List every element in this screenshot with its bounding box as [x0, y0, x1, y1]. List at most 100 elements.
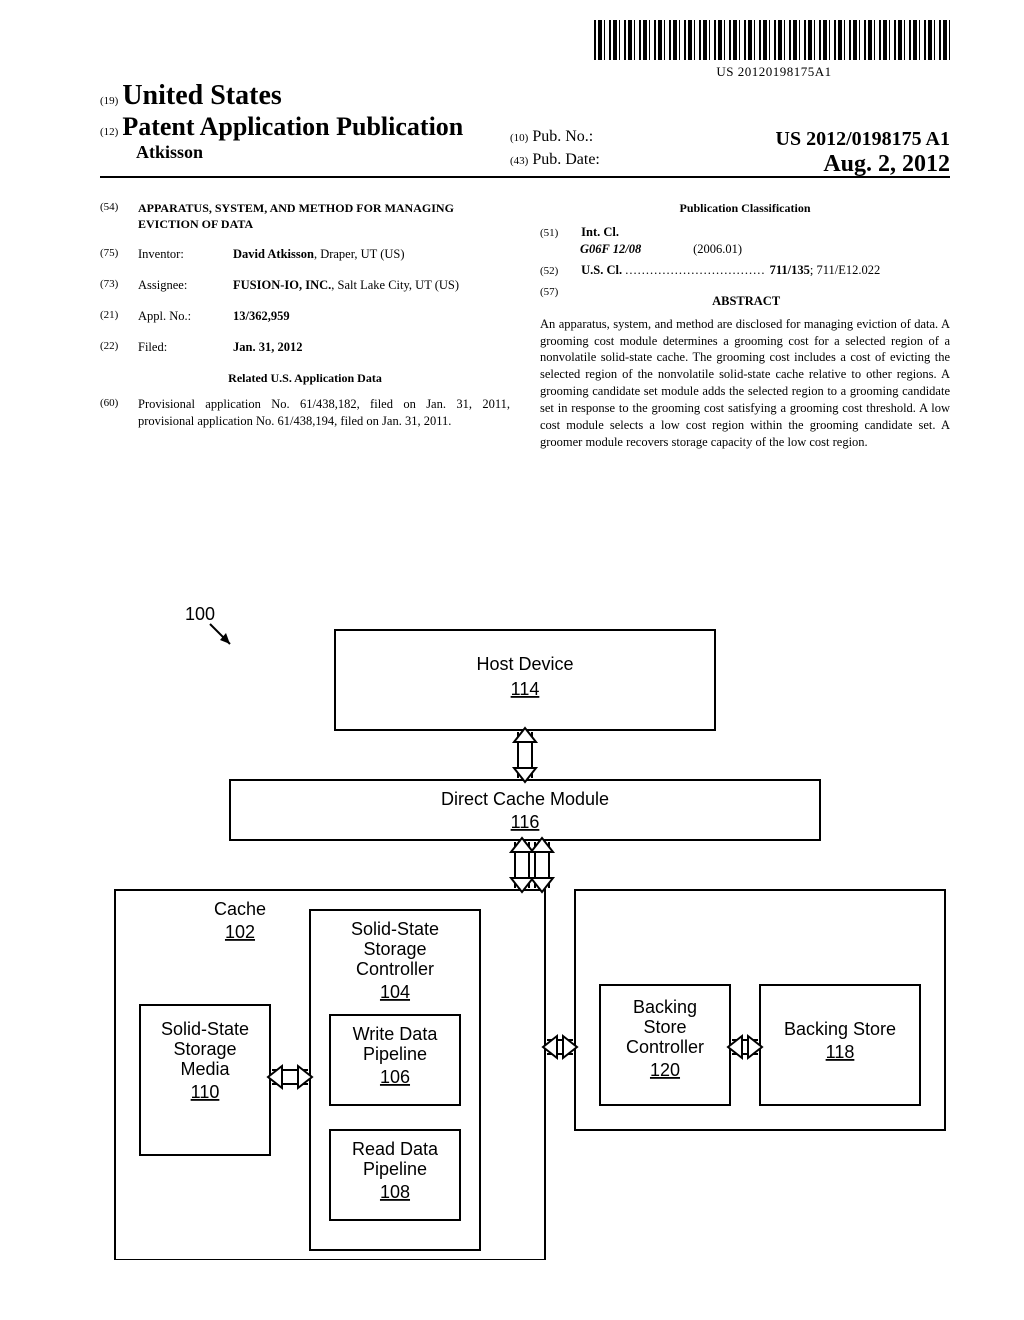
pub-type: Patent Application Publication: [122, 112, 463, 141]
pubno-value: US 2012/0198175 A1: [776, 128, 950, 151]
inventor-line: Atkisson: [100, 142, 463, 163]
appl-val: 13/362,959: [233, 308, 510, 325]
figure-svg: 100: [100, 600, 950, 1260]
pubdate-num: (43): [510, 155, 528, 167]
abstract-num: (57): [540, 285, 578, 300]
uscl-val-rest: ; 711/E12.022: [810, 263, 880, 277]
label-ssm-1: Solid-State: [161, 1019, 249, 1039]
appl-num: (21): [100, 308, 138, 325]
label-ss-controller-3: Controller: [356, 959, 434, 979]
barcode-graphic: [594, 20, 954, 60]
header-right: (10) Pub. No.: US 2012/0198175 A1 (43) P…: [510, 128, 950, 178]
appl-val-bold: 13/362,959: [233, 309, 290, 323]
related-heading: Related U.S. Application Data: [100, 370, 510, 386]
intcl-year: (2006.01): [693, 242, 742, 256]
assignee-row: (73) Assignee: FUSION-IO, INC., Salt Lak…: [100, 277, 510, 294]
inventor-val: David Atkisson, Draper, UT (US): [233, 246, 510, 263]
filed-val: Jan. 31, 2012: [233, 339, 510, 356]
filed-label: Filed:: [138, 339, 233, 356]
abstract-block: (57) ABSTRACT: [540, 285, 950, 316]
country-line: (19) United States: [100, 80, 463, 112]
uscl-label: U.S. Cl.: [581, 263, 622, 277]
inventor-val-bold: David Atkisson: [233, 247, 314, 261]
title-num: (54): [100, 200, 138, 232]
inventor-num: (75): [100, 246, 138, 263]
label-bsc-2: Store: [643, 1017, 686, 1037]
ref-ss-media: 110: [191, 1082, 220, 1102]
intcl-row: (51) Int. Cl. G06F 12/08 (2006.01): [540, 224, 950, 258]
label-ssm-2: Storage: [173, 1039, 236, 1059]
arrow-cache-lower: [511, 838, 553, 892]
label-read-2: Pipeline: [363, 1159, 427, 1179]
uscl-num: (52): [540, 264, 578, 279]
intcl-label: Int. Cl.: [581, 225, 619, 239]
pub-no-line: (10) Pub. No.: US 2012/0198175 A1: [510, 128, 950, 146]
ref-ss-controller: 104: [380, 982, 410, 1002]
label-ssm-3: Media: [180, 1059, 230, 1079]
arrow-bsc-bs: [728, 1036, 762, 1058]
label-direct-cache: Direct Cache Module: [441, 789, 609, 809]
filed-row: (22) Filed: Jan. 31, 2012: [100, 339, 510, 356]
figure-100: 100: [100, 600, 950, 1260]
provisional-row: (60) Provisional application No. 61/438,…: [100, 396, 510, 430]
right-column: Publication Classification (51) Int. Cl.…: [540, 200, 950, 451]
country-name: United States: [122, 80, 281, 111]
pub-type-line: (12) Patent Application Publication: [100, 112, 463, 142]
label-read-1: Read Data: [352, 1139, 439, 1159]
arrow-host-cache: [514, 728, 536, 782]
ref-write-pipeline: 106: [380, 1067, 410, 1087]
inventor-val-rest: , Draper, UT (US): [314, 247, 405, 261]
inventor-surname: Atkisson: [136, 142, 203, 162]
pub-class-heading: Publication Classification: [540, 200, 950, 216]
inventor-row: (75) Inventor: David Atkisson, Draper, U…: [100, 246, 510, 263]
inventor-label: Inventor:: [138, 246, 233, 263]
label-bsc-1: Backing: [633, 997, 697, 1017]
assignee-label: Assignee:: [138, 277, 233, 294]
pub-type-num: (12): [100, 126, 118, 138]
arrow-cache-backing: [543, 1036, 577, 1058]
prov-text: Provisional application No. 61/438,182, …: [138, 396, 510, 430]
header-left: (19) United States (12) Patent Applicati…: [100, 80, 463, 163]
label-bs: Backing Store: [784, 1019, 896, 1039]
abstract-heading: ABSTRACT: [581, 293, 911, 310]
appl-row: (21) Appl. No.: 13/362,959: [100, 308, 510, 325]
pubno-num: (10): [510, 132, 528, 144]
ref-direct-cache: 116: [511, 812, 540, 832]
ref-cache: 102: [225, 922, 255, 942]
assignee-num: (73): [100, 277, 138, 294]
label-host-device: Host Device: [476, 654, 573, 674]
ref-backing-store: 118: [826, 1042, 855, 1062]
prov-num: (60): [100, 396, 138, 430]
country-num: (19): [100, 95, 118, 107]
arrow-media-controller: [268, 1066, 312, 1088]
biblio-columns: (54) APPARATUS, SYSTEM, AND METHOD FOR M…: [100, 200, 950, 451]
assignee-val-rest: , Salt Lake City, UT (US): [331, 278, 459, 292]
assignee-val: FUSION-IO, INC., Salt Lake City, UT (US): [233, 277, 510, 294]
barcode-block: US 20120198175A1: [594, 20, 954, 80]
uscl-row: (52) U.S. Cl. ..........................…: [540, 262, 950, 279]
title-text: APPARATUS, SYSTEM, AND METHOD FOR MANAGI…: [138, 200, 510, 232]
assignee-val-bold: FUSION-IO, INC.: [233, 278, 331, 292]
ref-bs-controller: 120: [650, 1060, 680, 1080]
label-cache: Cache: [214, 899, 266, 919]
separator-line: [100, 176, 950, 178]
ref-100: 100: [185, 604, 215, 624]
label-ss-controller-2: Storage: [363, 939, 426, 959]
filed-num: (22): [100, 339, 138, 356]
ref-host-device: 114: [511, 679, 540, 699]
title-row: (54) APPARATUS, SYSTEM, AND METHOD FOR M…: [100, 200, 510, 232]
abstract-body: An apparatus, system, and method are dis…: [540, 316, 950, 451]
appl-label: Appl. No.:: [138, 308, 233, 325]
label-bsc-3: Controller: [626, 1037, 704, 1057]
label-ss-controller-1: Solid-State: [351, 919, 439, 939]
filed-val-bold: Jan. 31, 2012: [233, 340, 302, 354]
label-write-2: Pipeline: [363, 1044, 427, 1064]
pubdate-label: Pub. Date:: [532, 151, 600, 168]
barcode-text: US 20120198175A1: [594, 64, 954, 80]
pubno-label: Pub. No.:: [532, 128, 593, 145]
ref-read-pipeline: 108: [380, 1182, 410, 1202]
pub-date-line: (43) Pub. Date: Aug. 2, 2012: [510, 151, 950, 169]
intcl-num: (51): [540, 226, 578, 241]
pubdate-value: Aug. 2, 2012: [823, 151, 950, 178]
uscl-val-bold: 711/135: [770, 263, 810, 277]
